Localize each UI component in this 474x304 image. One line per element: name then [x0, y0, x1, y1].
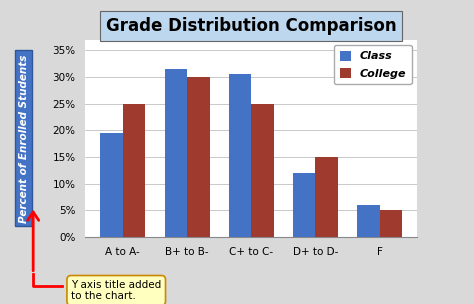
Title: Grade Distribution Comparison: Grade Distribution Comparison — [106, 17, 397, 35]
Bar — [380, 210, 402, 237]
Bar — [293, 173, 315, 237]
Text: Y axis title added
to the chart.: Y axis title added to the chart. — [71, 280, 161, 301]
Bar — [357, 205, 380, 237]
Text: Percent of Enrolled Students: Percent of Enrolled Students — [18, 54, 29, 223]
Bar — [100, 133, 123, 237]
Bar — [123, 104, 146, 237]
Legend: Class, College: Class, College — [334, 45, 411, 85]
Bar — [164, 69, 187, 237]
Bar — [187, 77, 210, 237]
Bar — [251, 104, 273, 237]
Bar — [229, 74, 251, 237]
Bar — [315, 157, 338, 237]
